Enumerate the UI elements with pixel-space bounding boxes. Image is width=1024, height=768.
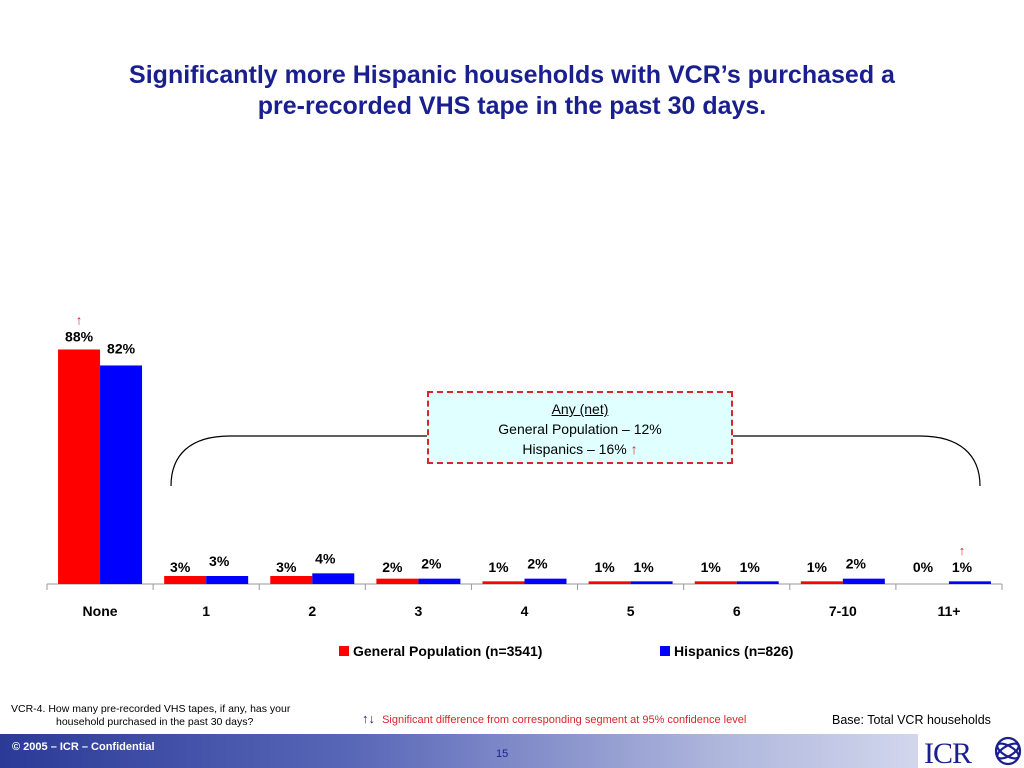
data-label: 2% bbox=[382, 559, 403, 575]
data-label: 1% bbox=[701, 559, 722, 575]
data-label: 82% bbox=[107, 340, 136, 356]
bar-hispanics bbox=[524, 578, 567, 584]
data-label: 3% bbox=[276, 559, 297, 575]
bar-general-population bbox=[376, 578, 419, 584]
callout-hispanics-row: Hispanics – 16% ↑ bbox=[429, 439, 731, 459]
x-tick-label: 11+ bbox=[937, 603, 960, 619]
data-label: 3% bbox=[209, 553, 230, 569]
data-label: 2% bbox=[527, 556, 548, 572]
base-note: Base: Total VCR households bbox=[832, 713, 991, 727]
bar-hispanics bbox=[948, 581, 991, 584]
slide-title: Significantly more Hispanic households w… bbox=[20, 60, 1004, 122]
data-label: 2% bbox=[846, 556, 867, 572]
data-label: 0% bbox=[913, 559, 934, 575]
question-text: VCR-4. How many pre-recorded VHS tapes, … bbox=[11, 703, 331, 729]
data-label: 1% bbox=[594, 559, 615, 575]
data-label: 1% bbox=[807, 559, 828, 575]
bar-hispanics bbox=[736, 581, 779, 584]
data-label: 88% bbox=[65, 328, 94, 344]
logo-text: ICR bbox=[924, 737, 972, 768]
data-label: 1% bbox=[633, 559, 654, 575]
x-tick-label: 4 bbox=[521, 603, 529, 619]
data-label: 2% bbox=[421, 556, 442, 572]
significance-up-arrow-icon: ↑ bbox=[630, 441, 638, 457]
significance-note: ↑↓ Significant difference from correspon… bbox=[362, 711, 746, 726]
bar-hispanics bbox=[842, 578, 885, 584]
icr-logo: ICR bbox=[918, 734, 1024, 768]
bar-general-population bbox=[270, 576, 313, 584]
data-label: 4% bbox=[315, 550, 336, 566]
bar-hispanics bbox=[418, 578, 461, 584]
bar-hispanics bbox=[206, 576, 249, 584]
question-line-2: household purchased in the past 30 days? bbox=[56, 716, 254, 728]
bar-hispanics bbox=[630, 581, 673, 584]
title-line-2: pre-recorded VHS tape in the past 30 day… bbox=[257, 92, 767, 120]
callout-hispanics: Hispanics – 16% bbox=[522, 441, 627, 457]
up-down-arrow-icon: ↑↓ bbox=[362, 711, 375, 726]
legend-swatch-general-population bbox=[339, 646, 349, 656]
title-line-1: Significantly more Hispanic households w… bbox=[129, 61, 895, 89]
significance-marker: ↑ bbox=[76, 312, 83, 327]
data-label: 1% bbox=[740, 559, 761, 575]
bar-general-population bbox=[58, 349, 101, 584]
data-label: 3% bbox=[170, 559, 191, 575]
x-tick-label: 1 bbox=[202, 603, 210, 619]
legend-label-general-population: General Population (n=3541) bbox=[353, 643, 542, 659]
data-label: 1% bbox=[952, 559, 973, 575]
question-line-1: VCR-4. How many pre-recorded VHS tapes, … bbox=[11, 703, 291, 715]
bar-hispanics bbox=[100, 365, 143, 584]
x-tick-label: 2 bbox=[308, 603, 316, 619]
legend-label-hispanics: Hispanics (n=826) bbox=[674, 643, 793, 659]
callout-general-population: General Population – 12% bbox=[498, 421, 662, 437]
data-label: 1% bbox=[488, 559, 509, 575]
significance-marker: ↑ bbox=[959, 543, 966, 558]
any-net-callout: Any (net) General Population – 12% Hispa… bbox=[427, 391, 733, 464]
x-tick-label: 7-10 bbox=[829, 603, 857, 619]
page-number: 15 bbox=[496, 748, 509, 760]
bar-general-population bbox=[164, 576, 207, 584]
x-tick-label: 5 bbox=[627, 603, 635, 619]
bar-general-population bbox=[694, 581, 737, 584]
copyright-text: © 2005 – ICR – Confidential bbox=[12, 741, 155, 753]
significance-note-text: Significant difference from correspondin… bbox=[382, 714, 747, 726]
bar-general-population bbox=[588, 581, 631, 584]
legend-swatch-hispanics bbox=[660, 646, 670, 656]
x-tick-label: 6 bbox=[733, 603, 741, 619]
bar-hispanics bbox=[312, 573, 355, 584]
x-tick-label: 3 bbox=[414, 603, 422, 619]
callout-heading: Any (net) bbox=[551, 401, 609, 417]
bar-general-population bbox=[800, 581, 843, 584]
x-tick-label: None bbox=[83, 603, 118, 619]
bar-general-population bbox=[482, 581, 525, 584]
footer-bar: © 2005 – ICR – Confidential 15 ICR bbox=[0, 734, 1024, 768]
